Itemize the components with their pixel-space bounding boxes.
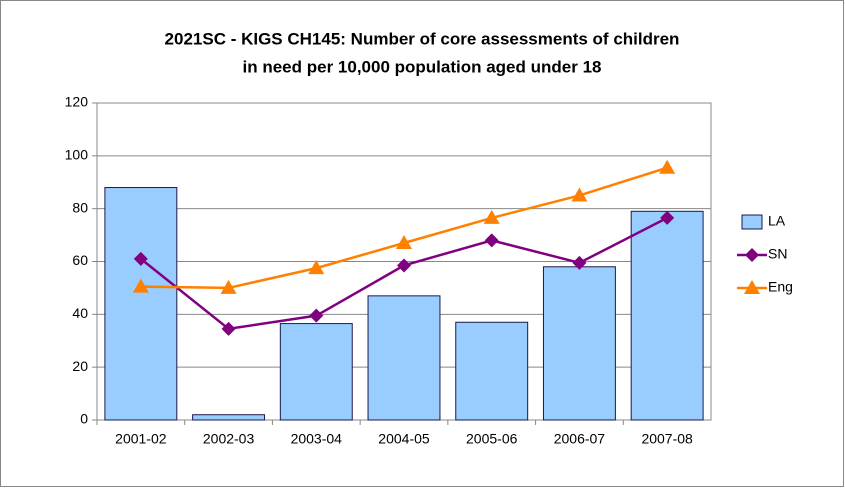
x-tick-label: 2006-07 [554,431,606,447]
y-tick-label: 40 [72,305,88,321]
bar [542,266,616,421]
line-marker [397,258,411,273]
y-tick-label: 80 [72,199,88,215]
y-tick-label: 100 [65,147,89,163]
bar [630,210,704,421]
line-marker [572,255,587,270]
x-tick-label: 2004-05 [378,431,430,447]
x-tick-label: 2003-04 [291,431,343,447]
line-marker [744,280,760,294]
line-marker [484,233,499,248]
legend-label: SN [768,246,787,262]
line-marker [483,209,500,224]
y-tick-label: 20 [72,358,88,374]
x-tick-label: 2007-08 [641,431,693,447]
bar [192,414,266,421]
line-marker [659,159,676,174]
bar [367,295,441,421]
chart-title: in need per 10,000 population aged under… [243,57,602,76]
line-marker [309,308,324,323]
line-marker [396,235,412,250]
line-marker [571,187,588,202]
legend-swatch [741,214,763,230]
line-marker [660,210,675,225]
line-marker [308,260,325,275]
y-tick-label: 60 [72,252,88,268]
line-marker [745,248,759,262]
bar [455,321,529,421]
bar [104,187,178,421]
bar [279,323,353,421]
y-tick-label: 120 [65,94,89,110]
x-tick-label: 2002-03 [203,431,255,447]
legend-label: LA [768,213,786,229]
x-tick-label: 2001-02 [115,431,167,447]
x-tick-label: 2005-06 [466,431,518,447]
line-marker [221,321,236,336]
line-marker [220,279,237,294]
chart-title: 2021SC - KIGS CH145: Number of core asse… [165,29,680,48]
line-marker [133,251,148,266]
legend-label: Eng [768,279,793,295]
y-tick-label: 0 [80,411,88,427]
line-marker [132,278,149,293]
